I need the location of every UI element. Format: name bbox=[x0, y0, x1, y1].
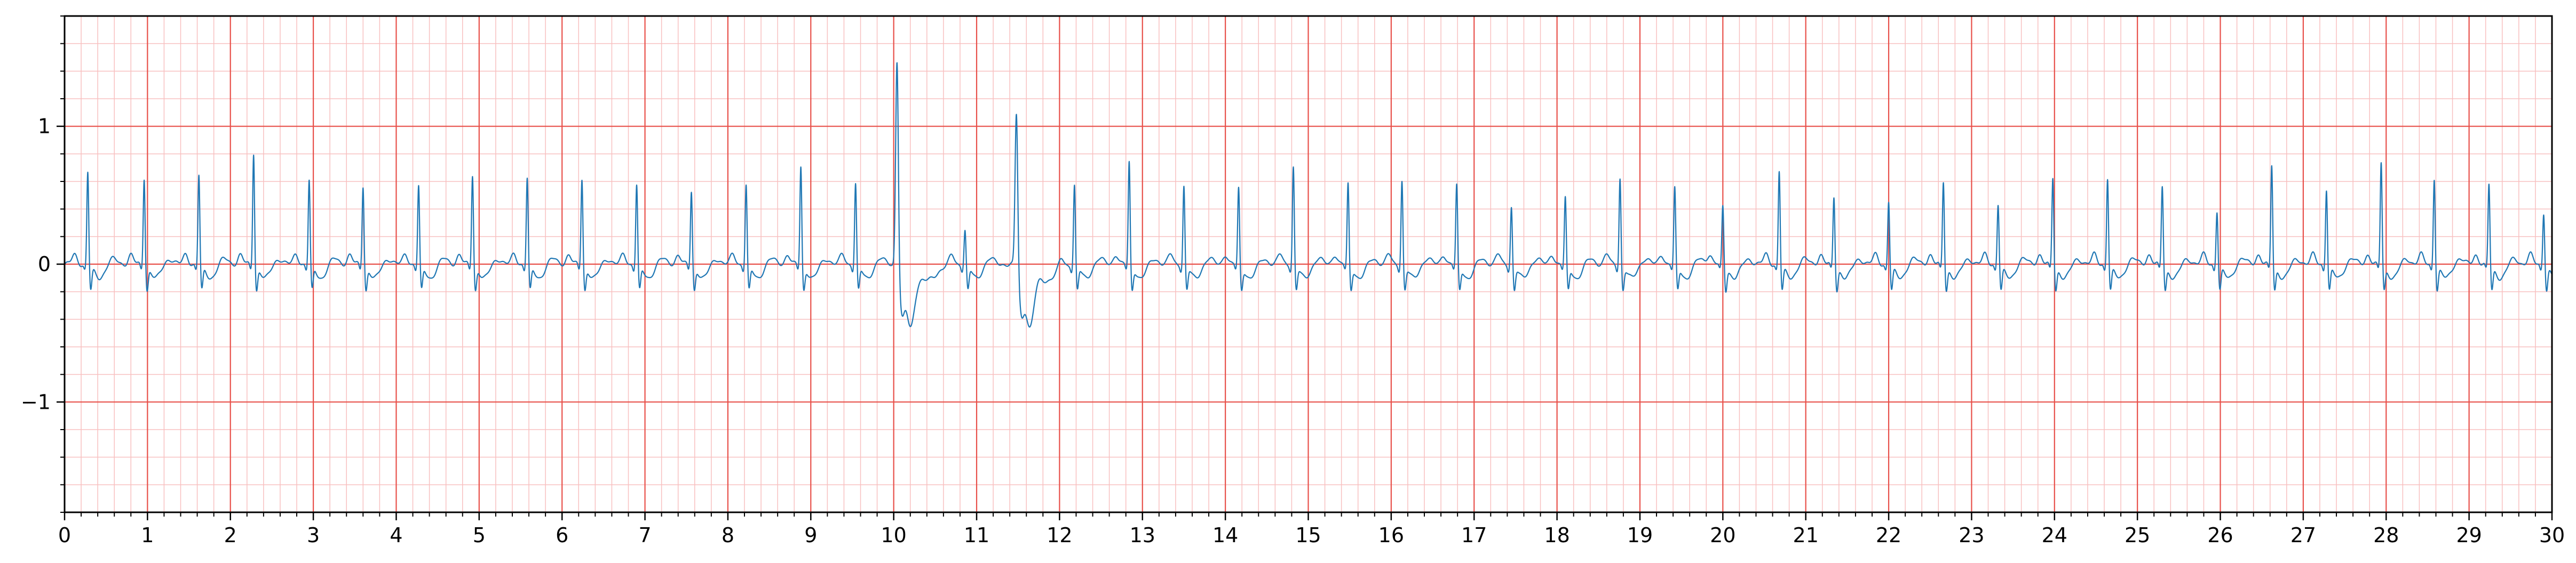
x-tick-label: 2 bbox=[224, 524, 237, 547]
major-grid bbox=[64, 16, 2553, 512]
x-tick-label: 29 bbox=[2456, 524, 2482, 547]
x-tick-label: 22 bbox=[1876, 524, 1901, 547]
x-tick-label: 28 bbox=[2373, 524, 2399, 547]
x-tick-label: 30 bbox=[2539, 524, 2565, 547]
x-tick-label: 16 bbox=[1378, 524, 1404, 547]
x-tick-label: 25 bbox=[2125, 524, 2150, 547]
x-tick-label: 10 bbox=[881, 524, 906, 547]
x-tick-label: 24 bbox=[2042, 524, 2067, 547]
x-tick-label: 6 bbox=[556, 524, 568, 547]
ecg-line bbox=[64, 62, 2553, 328]
x-tick-label: 27 bbox=[2290, 524, 2316, 547]
x-tick-label: 12 bbox=[1047, 524, 1072, 547]
x-tick-label: 4 bbox=[390, 524, 402, 547]
x-tick-label: 20 bbox=[1710, 524, 1735, 547]
x-tick-label: 1 bbox=[141, 524, 154, 547]
y-tick-label: 0 bbox=[38, 252, 51, 276]
x-tick-label: 15 bbox=[1295, 524, 1321, 547]
y-axis: 1 0 −1 bbox=[21, 15, 65, 513]
x-tick-label: 14 bbox=[1212, 524, 1238, 547]
x-tick-label: 17 bbox=[1461, 524, 1487, 547]
x-tick-label: 21 bbox=[1793, 524, 1819, 547]
x-tick-label: 19 bbox=[1627, 524, 1653, 547]
x-tick-label: 8 bbox=[722, 524, 734, 547]
x-tick-label: 18 bbox=[1544, 524, 1570, 547]
y-tick-label: −1 bbox=[21, 390, 51, 414]
x-tick-label: 7 bbox=[638, 524, 651, 547]
x-tick-label: 13 bbox=[1130, 524, 1155, 547]
x-tick-label: 0 bbox=[58, 524, 71, 547]
x-tick-label: 9 bbox=[804, 524, 817, 547]
x-tick-label: 3 bbox=[307, 524, 320, 547]
x-tick-label: 11 bbox=[964, 524, 989, 547]
x-tick-label: 5 bbox=[473, 524, 486, 547]
ecg-series bbox=[64, 62, 2553, 328]
x-tick-label: 23 bbox=[1959, 524, 1984, 547]
x-tick-label: 26 bbox=[2207, 524, 2233, 547]
y-tick-label: 1 bbox=[38, 115, 51, 138]
x-axis: 0 1 2 3 4 5 6 7 8 9 10 11 12 13 14 15 16 17 18 19 20 21 22 23 24… bbox=[58, 512, 2565, 547]
